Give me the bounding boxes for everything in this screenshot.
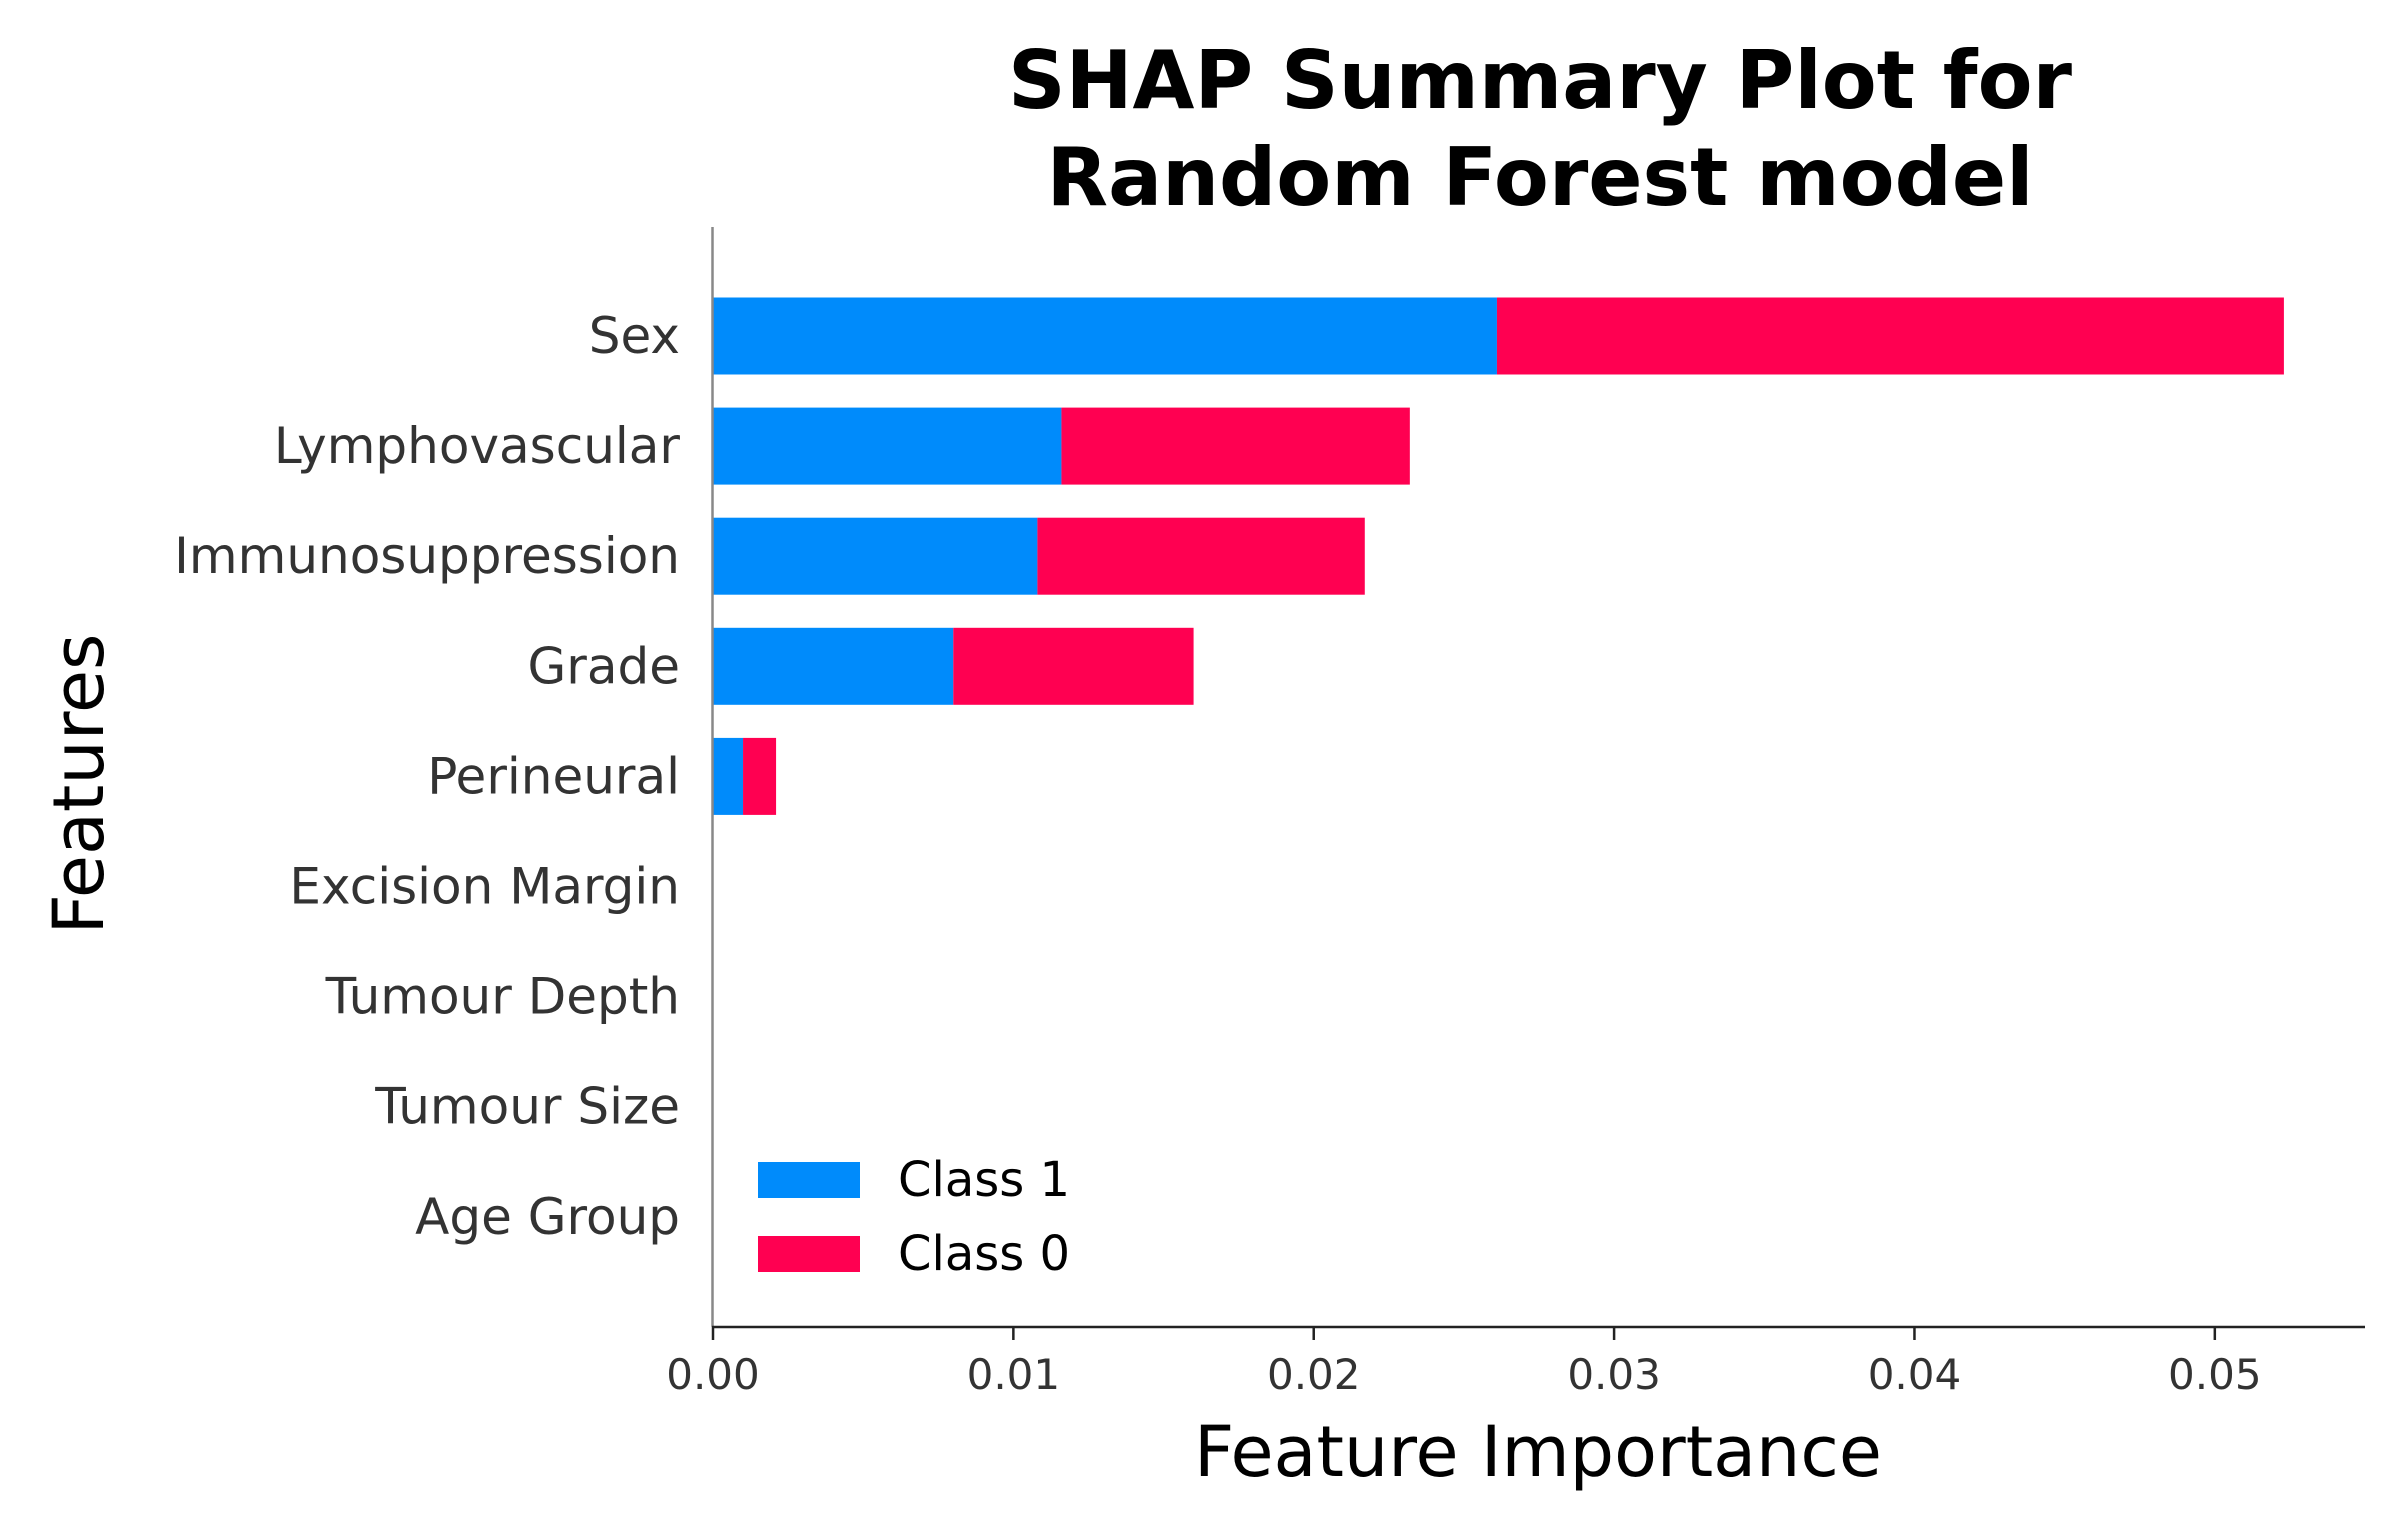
bar-immunosuppression-class-0 <box>1037 517 1365 595</box>
y-tick-label-excision-margin: Excision Margin <box>289 858 680 916</box>
y-tick-label-grade: Grade <box>528 637 680 695</box>
y-tick-label-perineural: Perineural <box>427 747 680 805</box>
bar-sex-class-1 <box>713 297 1497 375</box>
chart-title-line-1: SHAP Summary Plot for <box>1008 34 2073 127</box>
bar-lymphovascular-class-0 <box>1061 407 1410 485</box>
legend: Class 1 Class 0 <box>758 1152 1070 1282</box>
x-tick-label: 0.03 <box>1567 1350 1661 1399</box>
bar-grade-class-0 <box>953 627 1194 705</box>
y-tick-label-immunosuppression: Immunosuppression <box>174 527 680 585</box>
y-tick-label-sex: Sex <box>589 307 680 365</box>
chart-title-line-2: Random Forest model <box>1046 131 2033 224</box>
y-tick-labels: Sex Lymphovascular Immunosuppression Grade P… <box>174 307 680 1246</box>
legend-label-class-1: Class 1 <box>898 1152 1070 1208</box>
bar-perineural-class-0 <box>743 737 777 815</box>
y-tick-label-lymphovascular: Lymphovascular <box>274 417 681 475</box>
x-ticks: 0.00 0.01 0.02 0.03 0.04 0.05 <box>666 1327 2262 1399</box>
bar-immunosuppression-class-1 <box>713 517 1038 595</box>
x-tick-label: 0.00 <box>666 1350 760 1399</box>
y-tick-label-tumour-size: Tumour Size <box>374 1078 680 1136</box>
legend-label-class-0: Class 0 <box>898 1226 1070 1282</box>
y-tick-label-tumour-depth: Tumour Depth <box>325 968 680 1026</box>
bar-perineural-class-1 <box>713 737 744 815</box>
bar-lymphovascular-class-1 <box>713 407 1062 485</box>
x-tick-label: 0.05 <box>2168 1350 2262 1399</box>
legend-swatch-class-1 <box>758 1162 860 1198</box>
x-tick-label: 0.04 <box>1868 1350 1962 1399</box>
chart-title: SHAP Summary Plot for Random Forest mode… <box>1008 34 2073 224</box>
y-tick-label-age-group: Age Group <box>415 1188 680 1246</box>
x-tick-label: 0.01 <box>967 1350 1061 1399</box>
bar-sex-class-0 <box>1496 297 2284 375</box>
x-tick-label: 0.02 <box>1267 1350 1361 1399</box>
bar-grade-class-1 <box>713 627 954 705</box>
bars-group <box>713 297 2284 815</box>
x-axis-label: Feature Importance <box>1194 1411 1882 1493</box>
legend-swatch-class-0 <box>758 1236 860 1272</box>
y-axis-label: Features <box>38 634 120 935</box>
